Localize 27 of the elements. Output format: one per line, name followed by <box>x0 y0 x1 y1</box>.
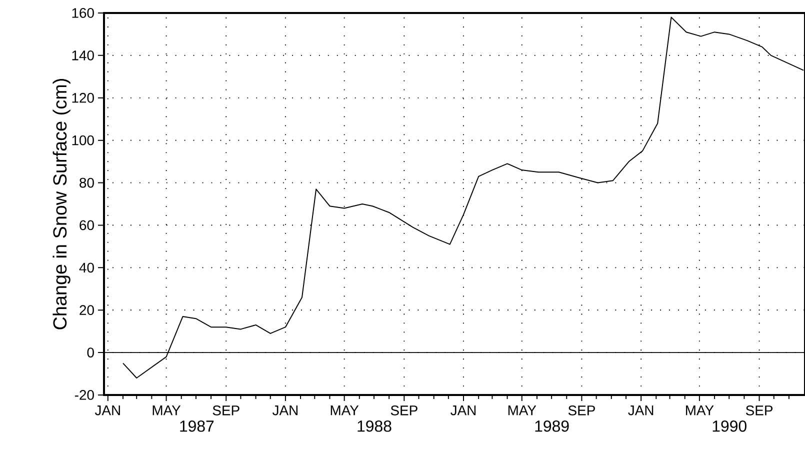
x-tick-label: MAY <box>686 406 714 416</box>
y-tick-label: 160 <box>72 8 94 18</box>
x-tick-label: SEP <box>212 405 240 416</box>
x-tick-label: JAN <box>628 406 654 416</box>
x-tick-label: SEP <box>746 405 773 416</box>
x-tick-label: MAY <box>330 406 359 416</box>
text: 1987 <box>180 420 214 432</box>
x-tick-label: MAY <box>508 406 536 416</box>
y-tick-label: 100 <box>72 135 94 146</box>
y-tick-label: 20 <box>80 305 94 316</box>
y-tick-label: 120 <box>72 92 94 103</box>
y-tick-label: 80 <box>80 178 94 188</box>
y-tick-label: 40 <box>79 262 94 273</box>
y-tick-label: 140 <box>72 50 94 60</box>
y-axis-title: Change in Snow Surface (cm) <box>52 78 70 330</box>
text: 1988 <box>358 420 392 432</box>
x-tick-label: SEP <box>390 405 418 416</box>
x-tick-label: JAN <box>272 406 298 416</box>
y-tick-label: 60 <box>80 220 94 230</box>
x-tick-label: MAY <box>152 406 181 416</box>
x-tick-label: SEP <box>568 405 595 416</box>
x-tick-label: JAN <box>450 406 476 416</box>
y-tick-label: -20 <box>74 390 94 400</box>
x-tick-label: JAN <box>94 406 120 416</box>
y-tick-label: 0 <box>87 348 94 358</box>
text: 1989 <box>535 420 569 432</box>
text: 1990 <box>712 420 746 432</box>
